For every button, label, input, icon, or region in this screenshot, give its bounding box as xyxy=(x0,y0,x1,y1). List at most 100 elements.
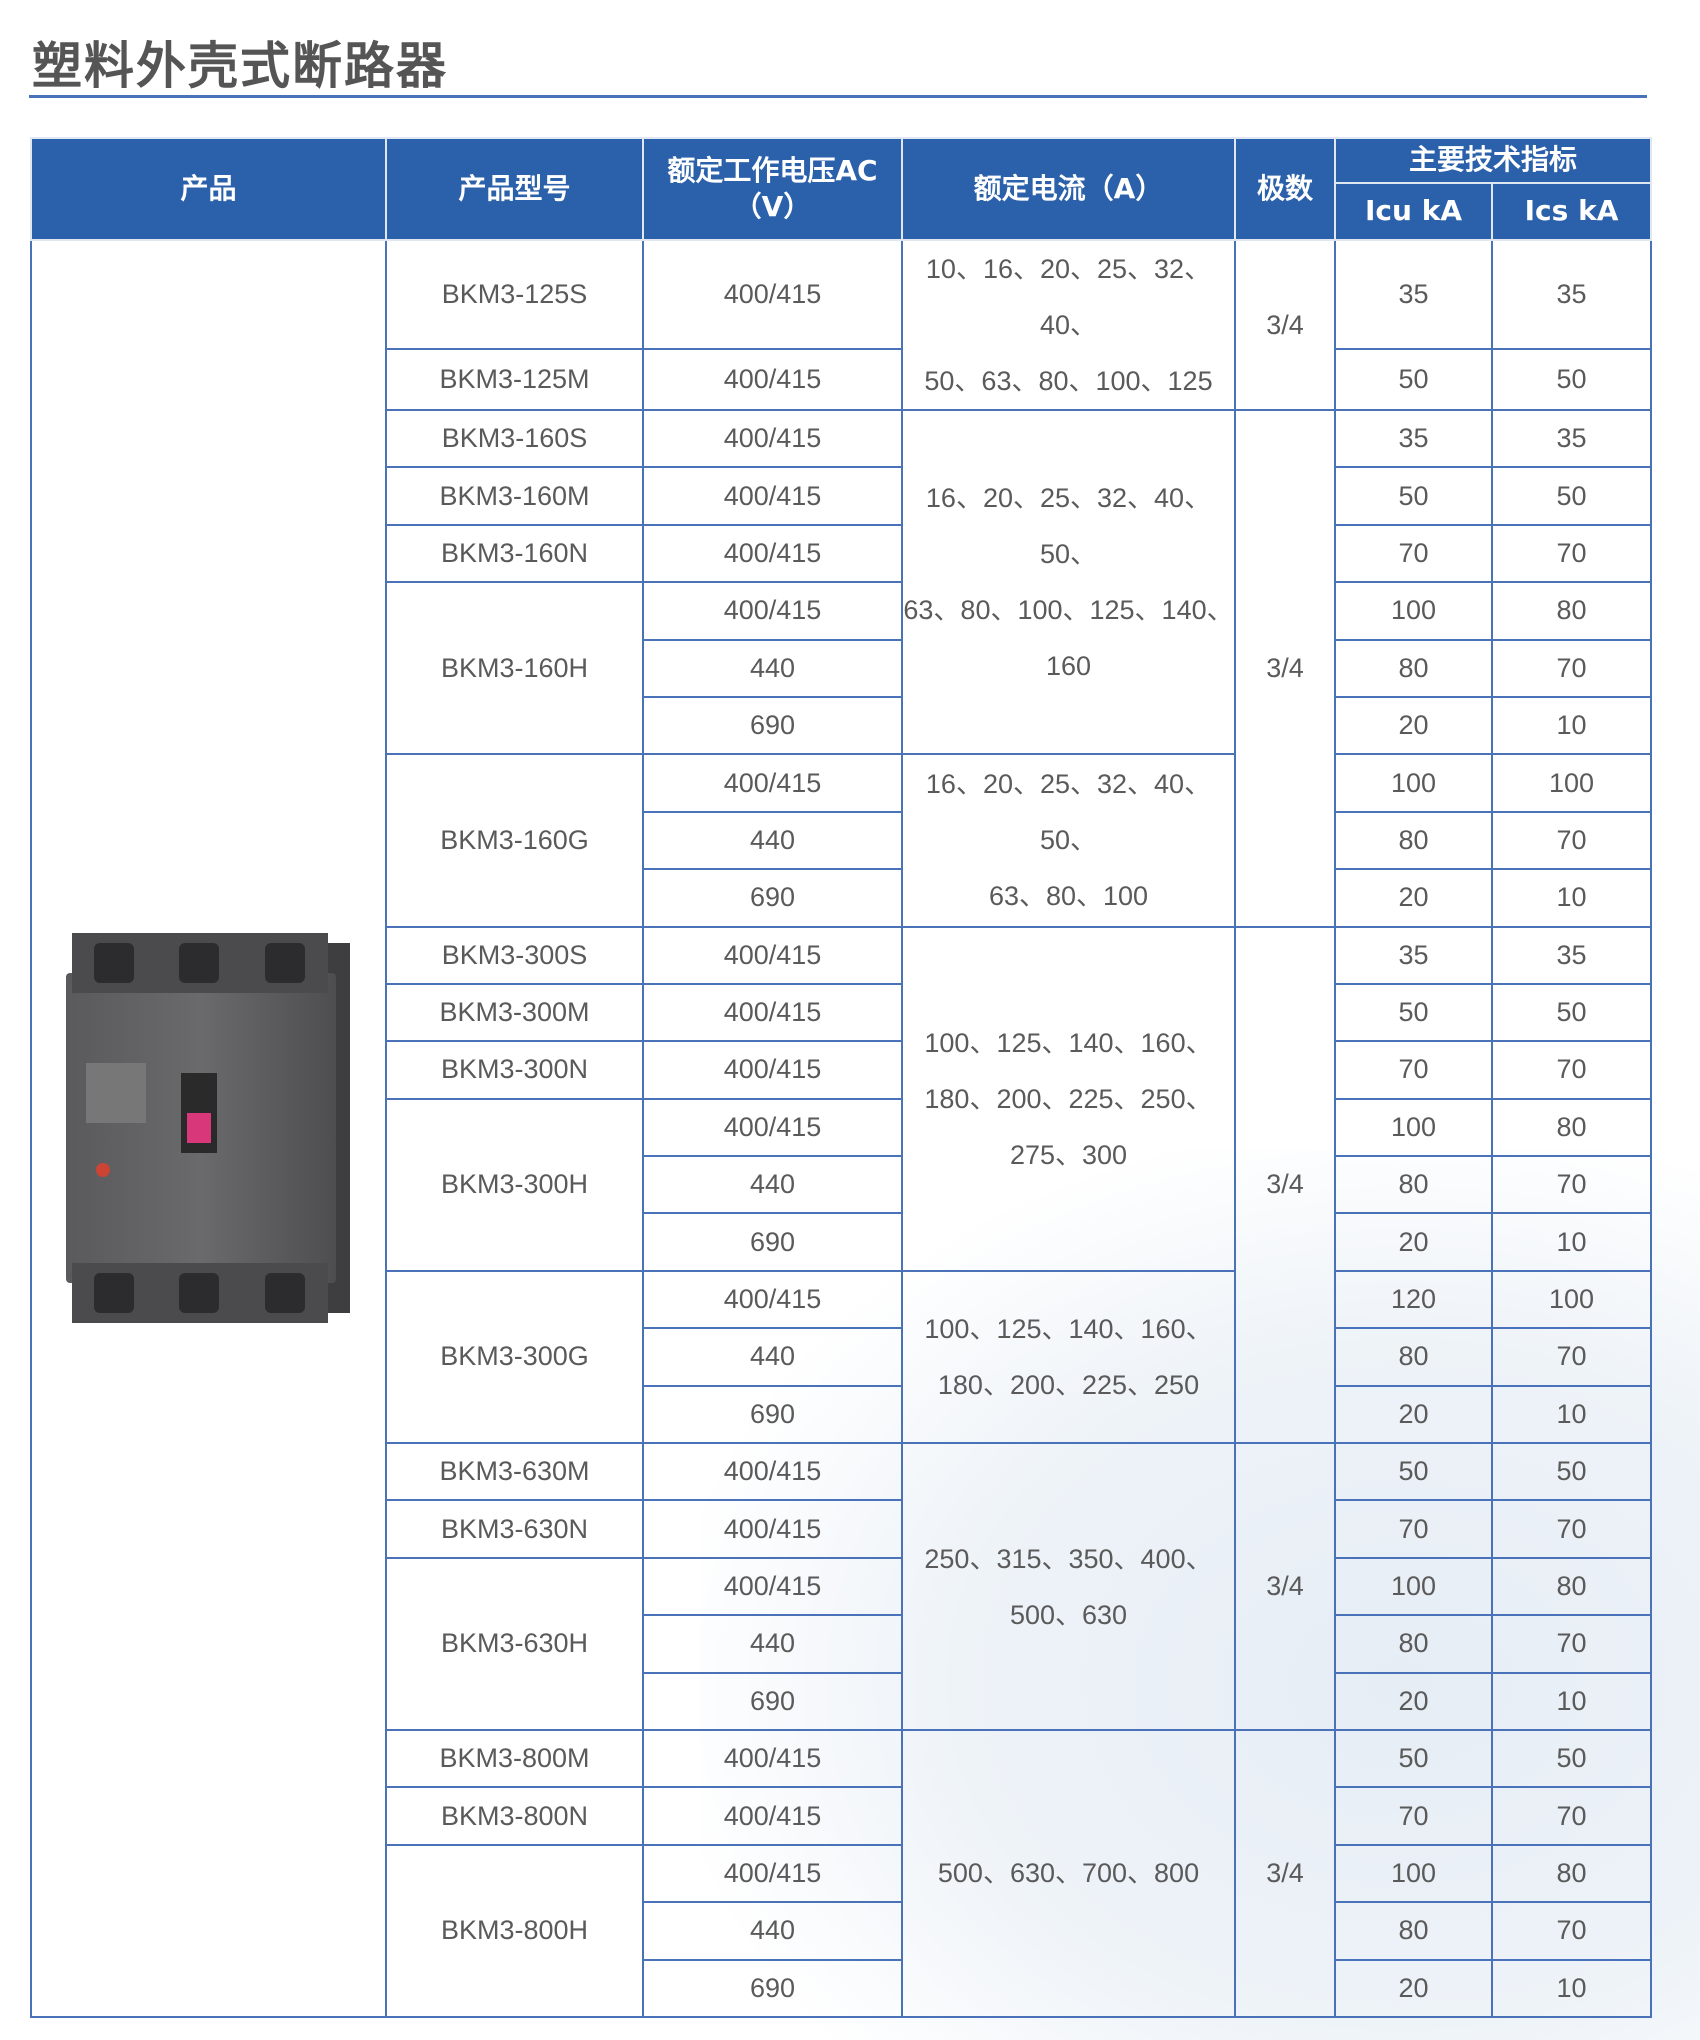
icu-cell: 35 xyxy=(1334,925,1493,985)
model-cell: BKM3-125S xyxy=(385,238,644,351)
ics-cell: 50 xyxy=(1490,1728,1653,1789)
ics-cell: 50 xyxy=(1490,982,1653,1043)
voltage-cell: 400/415 xyxy=(642,581,903,641)
ics-cell: 50 xyxy=(1490,348,1653,411)
voltage-cell: 400/415 xyxy=(642,982,903,1043)
ics-cell: 10 xyxy=(1490,1212,1653,1272)
voltage-cell: 400/415 xyxy=(642,408,903,469)
header-poles: 极数 xyxy=(1234,137,1336,241)
icu-cell: 20 xyxy=(1334,1384,1493,1445)
icu-cell: 80 xyxy=(1334,810,1493,871)
icu-cell: 80 xyxy=(1334,1901,1493,1961)
icu-cell: 20 xyxy=(1334,868,1493,928)
voltage-cell: 400/415 xyxy=(642,1040,903,1100)
voltage-cell: 440 xyxy=(642,1901,903,1961)
table-row: BKM3-125M 400/415 50 50 xyxy=(31,348,1653,411)
spec-table: 产品 产品型号 额定工作电压AC（V） 额定电流（A） 极数 主要技术指标 Ic… xyxy=(30,137,1653,2018)
table-row: 440 80 70 xyxy=(31,810,1653,871)
voltage-cell: 440 xyxy=(642,810,903,871)
icu-cell: 50 xyxy=(1334,1442,1493,1502)
icu-cell: 70 xyxy=(1334,1786,1493,1846)
poles-cell: 3/4 xyxy=(1234,1728,1336,2018)
icu-cell: 35 xyxy=(1334,238,1493,351)
model-cell: BKM3-630M xyxy=(385,1442,644,1502)
icu-cell: 20 xyxy=(1334,1212,1493,1272)
model-cell: BKM3-125M xyxy=(385,348,644,411)
icu-cell: 35 xyxy=(1334,408,1493,469)
circuit-breaker-image xyxy=(65,933,352,1324)
icu-cell: 50 xyxy=(1334,1728,1493,1789)
ics-cell: 50 xyxy=(1490,466,1653,526)
table-row: 440 80 70 xyxy=(31,1155,1653,1215)
title-divider xyxy=(29,95,1647,98)
current-cell: 100、125、140、160、 180、200、225、250、 275、30… xyxy=(901,925,1236,1272)
table-row: BKM3-300N 400/415 70 70 xyxy=(31,1040,1653,1100)
voltage-cell: 690 xyxy=(642,1958,903,2018)
table-row: BKM3-125S 400/415 10、16、20、25、32、40、 50、63… xyxy=(30,238,1653,2018)
ics-cell: 35 xyxy=(1490,925,1653,985)
icu-cell: 80 xyxy=(1334,638,1493,698)
header-voltage: 额定工作电压AC（V） xyxy=(642,137,903,241)
table-row: 440 80 70 xyxy=(31,1614,1653,1674)
icu-cell: 50 xyxy=(1334,348,1493,411)
icu-cell: 20 xyxy=(1334,695,1493,756)
voltage-cell: 440 xyxy=(642,638,903,698)
voltage-cell: 400/415 xyxy=(642,1728,903,1789)
table-row: BKM3-630M 400/415 250、315、350、400、 500、630… xyxy=(31,1442,1653,1731)
current-cell: 16、20、25、32、40、50、 63、80、100 xyxy=(901,753,1236,928)
icu-cell: 70 xyxy=(1334,1499,1493,1559)
table-row: 440 80 70 xyxy=(31,1327,1653,1387)
current-cell: 500、630、700、800 xyxy=(901,1728,1236,2018)
table-row: BKM3-630N 400/415 70 70 xyxy=(31,1499,1653,1559)
ics-cell: 80 xyxy=(1490,1843,1653,1904)
poles-cell: 3/4 xyxy=(1234,409,1336,928)
poles-cell: 3/4 xyxy=(1234,239,1336,411)
ics-cell: 70 xyxy=(1490,1499,1653,1559)
ics-cell: 70 xyxy=(1490,1040,1653,1100)
ics-cell: 70 xyxy=(1490,638,1653,698)
icu-cell: 50 xyxy=(1334,466,1493,526)
voltage-cell: 690 xyxy=(642,868,903,928)
voltage-cell: 400/415 xyxy=(642,753,903,813)
page-title: 塑料外壳式断路器 xyxy=(32,37,448,95)
icu-cell: 20 xyxy=(1334,1958,1493,2018)
voltage-cell: 400/415 xyxy=(642,523,903,584)
icu-cell: 80 xyxy=(1334,1614,1493,1674)
ics-cell: 10 xyxy=(1490,1958,1653,2018)
table-row: BKM3-160G 400/415 16、20、25、32、40、50、 63、80… xyxy=(31,753,1653,928)
voltage-cell: 440 xyxy=(642,1614,903,1674)
voltage-cell: 400/415 xyxy=(642,1556,903,1617)
table-row: BKM3-630H 400/415 100 80 xyxy=(31,1556,1653,1731)
ics-cell: 70 xyxy=(1490,1786,1653,1846)
icu-cell: 120 xyxy=(1334,1269,1493,1330)
current-cell: 100、125、140、160、 180、200、225、250 xyxy=(901,1269,1236,1445)
ics-cell: 35 xyxy=(1490,408,1653,469)
table-row: 690 20 10 xyxy=(31,1958,1653,2018)
model-cell: BKM3-160S xyxy=(385,408,644,469)
table-row: 690 20 10 xyxy=(31,868,1653,928)
table-row: BKM3-160H 400/415 100 80 xyxy=(31,581,1653,756)
voltage-cell: 400/415 xyxy=(642,1786,903,1846)
table-row: 690 20 10 xyxy=(31,1671,1653,1731)
voltage-cell: 440 xyxy=(642,1327,903,1387)
ics-cell: 70 xyxy=(1490,1901,1653,1961)
ics-cell: 10 xyxy=(1490,1671,1653,1731)
table-row: BKM3-800N 400/415 70 70 xyxy=(31,1786,1653,1846)
voltage-cell: 690 xyxy=(642,1384,903,1445)
table-row: BKM3-800H 400/415 100 80 xyxy=(31,1843,1653,2018)
ics-cell: 35 xyxy=(1490,238,1653,351)
voltage-cell: 400/415 xyxy=(642,1269,903,1330)
voltage-cell: 690 xyxy=(642,1671,903,1731)
voltage-cell: 400/415 xyxy=(642,1442,903,1502)
voltage-cell: 400/415 xyxy=(642,466,903,526)
icu-cell: 80 xyxy=(1334,1327,1493,1387)
ics-cell: 10 xyxy=(1490,868,1653,928)
ics-cell: 100 xyxy=(1490,1269,1653,1330)
header-main-specs: 主要技术指标 xyxy=(1333,137,1653,184)
table-row: 440 80 70 xyxy=(31,1901,1653,1961)
icu-cell: 100 xyxy=(1334,1843,1493,1904)
header-model: 产品型号 xyxy=(385,137,644,241)
ics-cell: 70 xyxy=(1490,1614,1653,1674)
voltage-cell: 400/415 xyxy=(642,1097,903,1158)
icu-cell: 100 xyxy=(1334,581,1493,641)
